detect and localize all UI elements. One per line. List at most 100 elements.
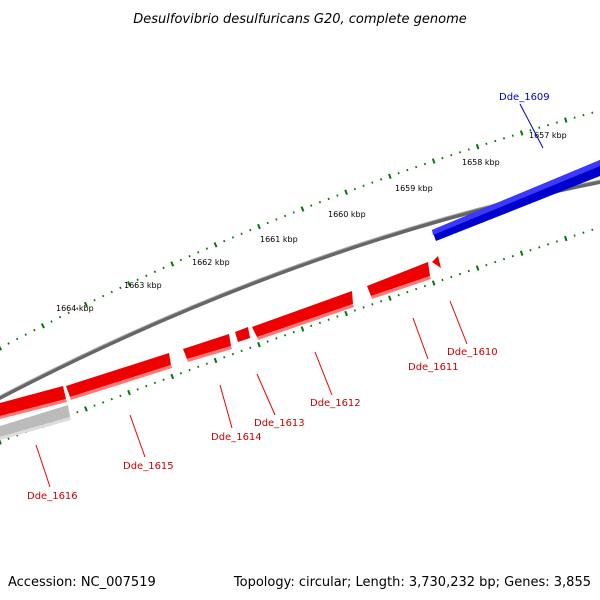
- inner-scale-tick: [318, 321, 322, 324]
- inner-scale-tick: [223, 356, 226, 359]
- inner-scale-tick: [353, 309, 356, 312]
- outer-scale-tick: [170, 261, 175, 267]
- outer-scale-tick: [0, 345, 3, 351]
- outer-scale-tick: [223, 239, 226, 243]
- scale-label-1661: 1661 kbp: [260, 235, 298, 244]
- inner-scale-tick: [266, 340, 269, 343]
- inner-scale-tick: [145, 384, 148, 388]
- outer-scale-track: [0, 111, 594, 351]
- inner-scale-tick: [380, 300, 383, 303]
- outer-scale-tick: [441, 156, 444, 160]
- gene-label-dde-1611: Dde_1611: [408, 362, 459, 373]
- outer-scale-tick: [40, 323, 45, 329]
- gene-dde-1614[interactable]: [183, 334, 232, 362]
- gene-label-dde-1616: Dde_1616: [27, 491, 78, 502]
- outer-scale-tick: [275, 218, 278, 221]
- label-leaders: [35, 103, 544, 488]
- inner-scale-tick: [591, 228, 594, 231]
- outer-scale-tick: [240, 232, 243, 235]
- inner-scale-tick: [76, 410, 79, 414]
- outer-scale-tick: [153, 270, 157, 274]
- outer-scale-tick: [327, 197, 330, 201]
- outer-scale-tick: [564, 117, 568, 123]
- outer-scale-tick: [67, 311, 70, 315]
- outer-scale-tick: [188, 254, 191, 258]
- inner-scale-tick: [441, 278, 444, 282]
- inner-scale-tick: [511, 254, 514, 258]
- inner-scale-tick: [162, 378, 165, 381]
- inner-scale-tick: [555, 240, 559, 243]
- outer-scale-tick: [15, 337, 19, 341]
- outer-scale-tick: [415, 165, 418, 169]
- scale-label-1660: 1660 kbp: [328, 210, 366, 219]
- outer-scale-tick: [344, 189, 348, 195]
- inner-scale-tick: [110, 397, 113, 401]
- inner-scale-tick: [275, 337, 278, 340]
- outer-scale-tick: [300, 206, 305, 212]
- outer-scale-tick: [353, 187, 356, 191]
- accession-text: Accession: NC_007519: [8, 575, 156, 590]
- inner-scale-tick: [153, 381, 157, 385]
- inner-scale-tick: [450, 275, 453, 279]
- outer-scale-tick: [266, 221, 269, 225]
- inner-scale-tick: [344, 310, 348, 317]
- inner-scale-tick: [458, 272, 462, 276]
- inner-scale-tick: [397, 293, 400, 297]
- outer-scale-tick: [110, 290, 113, 294]
- inner-scale-tick: [170, 373, 175, 380]
- gene-dde-1610[interactable]: [432, 256, 441, 268]
- outer-scale-tick: [283, 214, 287, 218]
- outer-scale-tick: [145, 274, 148, 277]
- outer-scale-tick: [58, 315, 62, 319]
- inner-scale-tick: [213, 357, 218, 364]
- outer-scale-tick: [93, 298, 96, 302]
- inner-scale-tick: [502, 257, 506, 261]
- inner-scale-tick: [7, 437, 10, 440]
- gene-dde-1616-red-segment[interactable]: [0, 386, 67, 419]
- inner-scale-tick: [519, 250, 524, 256]
- outer-scale-tick: [555, 121, 558, 124]
- inner-scale-tick: [467, 269, 470, 273]
- page-title: Desulfovibrio desulfuricans G20, complet…: [133, 12, 467, 27]
- inner-scale-tick: [84, 406, 88, 412]
- outer-scale-tick: [318, 200, 322, 204]
- outer-scale-tick: [450, 153, 453, 157]
- gene-label-dde-1613: Dde_1613: [254, 418, 305, 429]
- inner-scale-tick: [310, 324, 313, 328]
- outer-scale-tick: [529, 129, 532, 132]
- gene-label-dde-1614: Dde_1614: [211, 432, 262, 443]
- outer-scale-tick: [485, 142, 488, 146]
- inner-scale-tick: [564, 235, 568, 242]
- gene-dde-1616[interactable]: [0, 405, 71, 440]
- outer-scale-tick: [573, 116, 576, 119]
- gene-dde-1611[interactable]: [367, 262, 431, 299]
- scale-label-1662: 1662 kbp: [192, 258, 230, 267]
- gene-dde-1609[interactable]: [432, 160, 600, 241]
- gene-dde-1615[interactable]: [66, 353, 172, 400]
- inner-scale-tick: [93, 404, 96, 407]
- gene-dde-1612[interactable]: [252, 291, 354, 340]
- inner-scale-tick: [205, 362, 208, 365]
- inner-scale-tick: [529, 249, 532, 252]
- outer-scale-tick: [249, 228, 252, 232]
- inner-scale-tick: [257, 341, 261, 348]
- outer-scale-tick: [467, 148, 470, 151]
- scale-label-1664: 1664 kbp: [56, 304, 94, 313]
- outer-scale-tick: [397, 171, 400, 175]
- inner-scale-tick: [231, 352, 235, 356]
- gene-dde-1613[interactable]: [235, 327, 250, 342]
- inner-scale-tick: [538, 246, 541, 249]
- inner-scale-tick: [371, 303, 374, 306]
- outer-scale-tick: [7, 342, 10, 345]
- inner-scale-tick: [494, 260, 497, 264]
- outer-scale-tick: [179, 258, 183, 262]
- outer-scale-tick: [380, 178, 383, 181]
- scale-label-1659: 1659 kbp: [395, 184, 433, 193]
- outer-scale-tick: [423, 162, 426, 166]
- inner-scale-tick: [283, 334, 287, 337]
- genome-backbone: [0, 179, 600, 401]
- scale-label-1663: 1663 kbp: [124, 281, 162, 290]
- outer-scale-tick: [162, 266, 165, 270]
- inner-scale-tick: [485, 263, 488, 267]
- outer-scale-tick: [406, 168, 409, 172]
